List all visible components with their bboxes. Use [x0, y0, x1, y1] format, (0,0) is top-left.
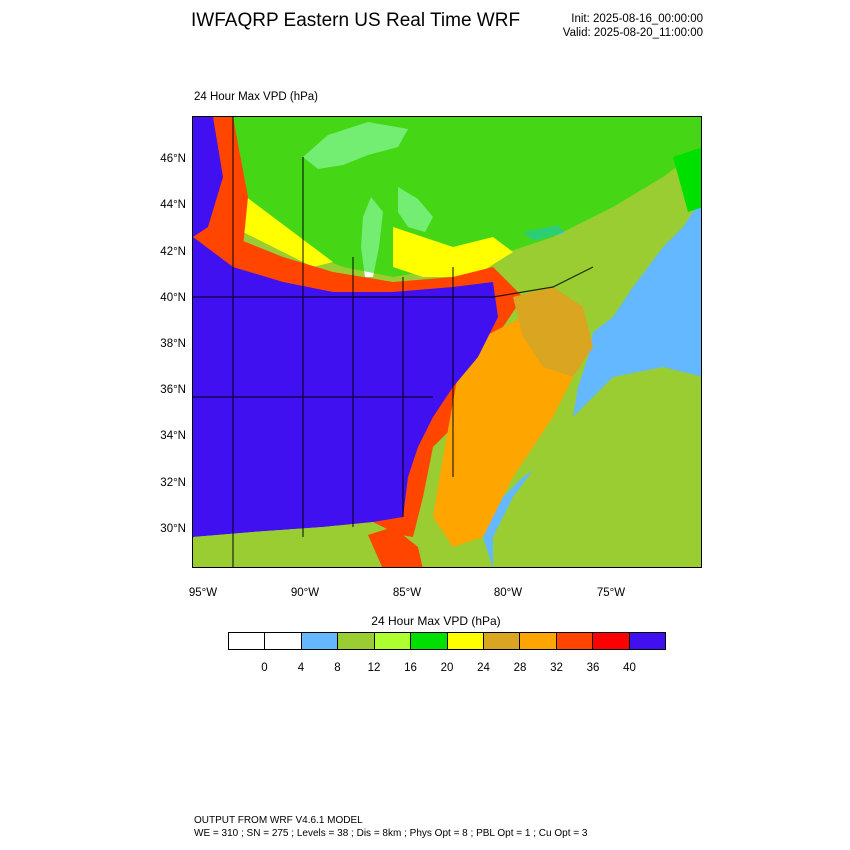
state-lines — [193, 117, 594, 567]
map-title: IWFAQRP Eastern US Real Time WRF — [191, 10, 521, 31]
legend-label: 20 — [440, 662, 454, 674]
gulf-coast — [193, 522, 422, 567]
legend-swatch — [520, 633, 557, 649]
lat-label: 44°N — [160, 199, 186, 211]
legend-swatch — [229, 633, 266, 649]
legend-label: 36 — [586, 662, 600, 674]
legend-swatch — [411, 633, 448, 649]
valid-time: Valid: 2025-08-20_11:00:00 — [562, 27, 703, 39]
legend-swatch — [593, 633, 630, 649]
vpd-map — [192, 116, 702, 568]
legend-swatch — [338, 633, 375, 649]
legend-swatch — [447, 633, 484, 649]
legend-swatch — [301, 633, 339, 649]
footer-settings: WE = 310 ; SN = 275 ; Levels = 38 ; Dis … — [194, 828, 588, 839]
legend-label: 32 — [550, 662, 563, 674]
lon-label: 90°W — [290, 587, 320, 599]
legend-label: 16 — [404, 662, 417, 674]
lat-label: 38°N — [160, 338, 186, 350]
gold-virginia — [513, 287, 593, 377]
north-green — [233, 117, 701, 277]
footer-model: OUTPUT FROM WRF V4.6.1 MODEL — [194, 815, 363, 826]
lat-label: 30°N — [160, 523, 186, 535]
legend-swatch — [483, 633, 521, 649]
map-canvas — [193, 117, 701, 567]
legend-label: 24 — [477, 662, 490, 674]
legend-label: 12 — [367, 662, 381, 674]
legend-label: 40 — [623, 662, 636, 674]
legend-label: 8 — [334, 662, 341, 674]
lon-label: 85°W — [392, 587, 422, 599]
high-vpd-region — [193, 237, 498, 537]
lon-label: 75°W — [596, 587, 626, 599]
lat-label: 40°N — [160, 292, 186, 304]
lat-label: 46°N — [160, 153, 186, 165]
legend-label: 4 — [297, 662, 305, 674]
init-time: Init: 2025-08-16_00:00:00 — [571, 13, 703, 25]
florida-panhandle — [368, 527, 423, 567]
color-legend — [228, 632, 666, 650]
legend-swatch — [265, 633, 302, 649]
lat-label: 36°N — [160, 384, 186, 396]
lon-label: 80°W — [493, 587, 523, 599]
orange-southeast — [433, 317, 573, 547]
lon-label: 95°W — [188, 587, 218, 599]
legend-title: 24 Hour Max VPD (hPa) — [371, 614, 501, 628]
yellow-band-michigan — [393, 227, 513, 277]
yellow-band-west — [233, 187, 333, 267]
high-vpd-northwest — [193, 117, 223, 237]
lat-label: 42°N — [160, 246, 186, 258]
legend-swatch — [629, 633, 666, 649]
legend-label: 28 — [513, 662, 527, 674]
lat-label: 32°N — [160, 477, 186, 489]
ocean-band-green — [493, 367, 701, 567]
legend-swatch — [556, 633, 594, 649]
lat-label: 34°N — [160, 430, 186, 442]
legend-label: 0 — [261, 662, 268, 674]
legend-swatch — [374, 633, 412, 649]
field-label: 24 Hour Max VPD (hPa) — [194, 91, 318, 103]
